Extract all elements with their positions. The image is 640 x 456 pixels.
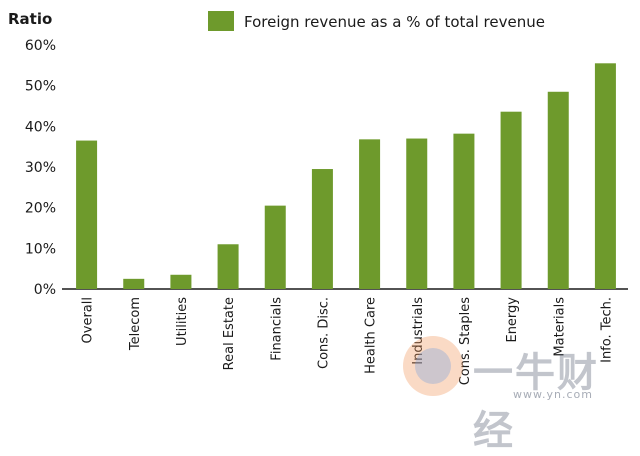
y-tick-label: 60%: [25, 38, 56, 54]
bars: [76, 63, 616, 290]
bar: [264, 205, 286, 289]
bar: [359, 139, 381, 289]
bar: [406, 138, 428, 289]
category-label: Cons. Staples: [458, 297, 473, 385]
legend-swatch: [208, 11, 234, 31]
category-label: Materials: [552, 297, 567, 357]
category-label: Financials: [269, 297, 284, 361]
bar: [76, 140, 98, 289]
bar: [594, 63, 616, 289]
y-tick-label: 0%: [34, 282, 56, 298]
legend: Foreign revenue as a % of total revenue: [208, 11, 545, 31]
watermark-url: www.yn.com: [513, 388, 593, 401]
bar: [170, 274, 192, 289]
category-label: Health Care: [364, 297, 379, 374]
category-labels: Overall Telecom Utilities Real Estate Financ…: [81, 297, 615, 386]
y-tick-label: 10%: [25, 241, 56, 257]
bar: [217, 244, 239, 289]
y-tick-label: 30%: [25, 160, 56, 176]
category-label: Overall: [81, 297, 96, 343]
y-tick-label: 20%: [25, 201, 56, 217]
bar: [500, 111, 522, 290]
category-label: Real Estate: [222, 297, 237, 370]
legend-label: Foreign revenue as a % of total revenue: [244, 13, 545, 31]
category-label: Energy: [505, 297, 520, 343]
bar: [547, 91, 569, 290]
y-tick-label: 50%: [25, 79, 56, 95]
y-axis-ticks: 0% 10% 20% 30% 40% 50% 60%: [25, 38, 56, 298]
y-axis-title: Ratio: [8, 10, 52, 28]
category-label: Utilities: [175, 297, 190, 346]
watermark-logo-icon: [403, 336, 463, 396]
bar: [123, 278, 145, 289]
bar-chart: Ratio Foreign revenue as a % of total re…: [8, 10, 628, 386]
y-tick-label: 40%: [25, 119, 56, 135]
category-label: Telecom: [128, 297, 143, 351]
category-label: Info. Tech.: [599, 297, 614, 363]
watermark: 一牛财经 www.yn.com: [395, 328, 630, 454]
bar: [453, 133, 475, 289]
bar: [311, 169, 333, 289]
category-label: Cons. Disc.: [316, 297, 331, 369]
category-label: Industrials: [411, 297, 426, 365]
